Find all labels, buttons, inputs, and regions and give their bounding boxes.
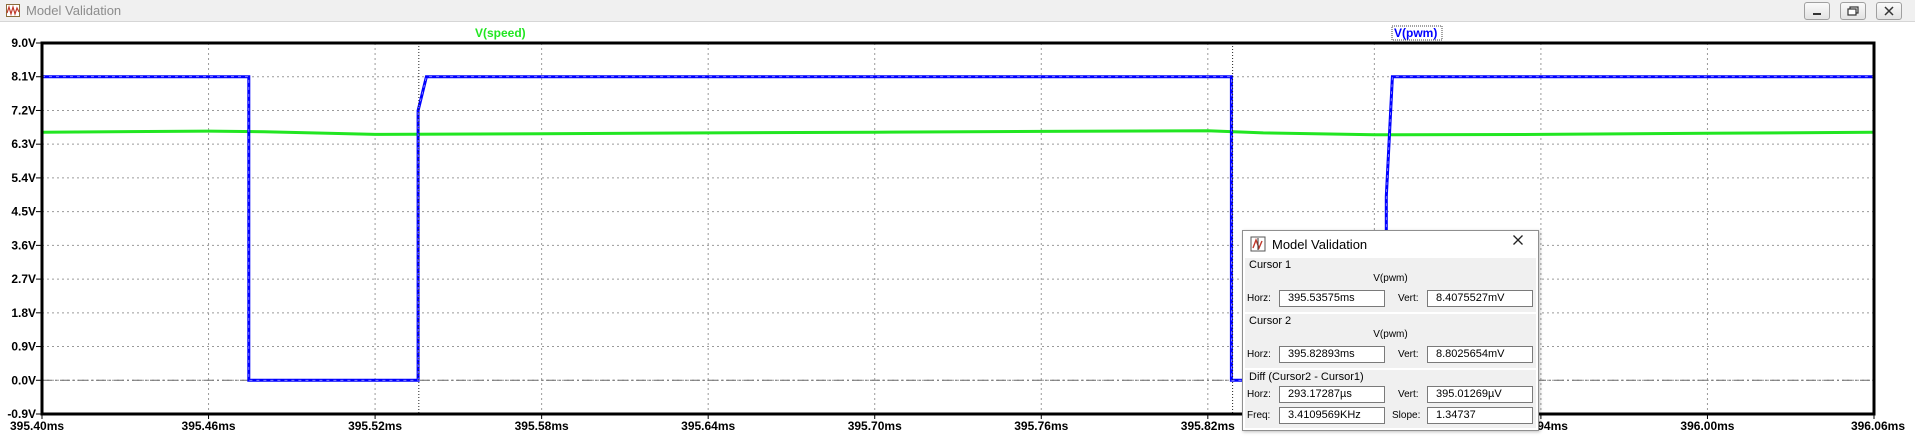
- plot-frame: [40, 41, 1876, 416]
- y-tick-label: 2.7V: [11, 272, 36, 286]
- cursor1-group: Cursor 1 V(pwm) Horz: 395.53575ms Vert: …: [1245, 258, 1536, 312]
- diff-group: Diff (Cursor2 - Cursor1) Horz: 293.17287…: [1245, 370, 1536, 428]
- y-tick-label: 0.9V: [11, 340, 36, 354]
- cursor-dialog-close-button[interactable]: [1512, 234, 1532, 254]
- minimize-icon: [1813, 13, 1821, 15]
- trace-label-v-pwm-selection-box: [1391, 25, 1443, 41]
- y-tick-label: 7.2V: [11, 103, 36, 117]
- y-tick-label: 4.5V: [11, 205, 36, 219]
- cursor1-title: Cursor 1: [1249, 259, 1292, 271]
- cursor-dialog-title: Model Validation: [1272, 237, 1368, 252]
- x-tick-label: 395.52ms: [348, 419, 402, 433]
- close-icon: [1884, 6, 1894, 16]
- cursor2-trace: V(pwm): [1373, 329, 1408, 340]
- window-title: Model Validation: [26, 3, 122, 18]
- plot-area[interactable]: 9.0V 8.1V 7.2V 6.3V 5.4V 4.5V 3.6V 2.7V 1.8V 0.9V…: [0, 22, 1915, 448]
- diff-vert-field[interactable]: 395.01269µV: [1427, 386, 1533, 403]
- diff-vert-label: Vert:: [1398, 389, 1419, 400]
- x-tick-label: 395.82ms: [1181, 419, 1235, 433]
- x-tick-label: 395.58ms: [515, 419, 569, 433]
- x-tick-label: 395.64ms: [681, 419, 735, 433]
- y-tick-label: 8.1V: [11, 70, 36, 84]
- diff-slope-field[interactable]: 1.34737: [1427, 407, 1533, 424]
- close-button[interactable]: [1876, 2, 1902, 20]
- cursor1-horz-label: Horz:: [1247, 293, 1271, 304]
- y-tick-label: 5.4V: [11, 171, 36, 185]
- cursor2-horz-label: Horz:: [1247, 349, 1271, 360]
- x-tick-label: 395.40ms: [10, 419, 64, 433]
- cursor-readout-icon: [1250, 236, 1266, 252]
- cursor1-vert-field[interactable]: 8.4075527mV: [1427, 290, 1533, 307]
- x-tick-label: 396.06ms: [1851, 419, 1905, 433]
- trace-label-v-pwm: V(pwm): [1394, 26, 1437, 40]
- waveform-plot[interactable]: 9.0V 8.1V 7.2V 6.3V 5.4V 4.5V 3.6V 2.7V 1.8V 0.9V…: [0, 22, 1915, 448]
- y-tick-label: 9.0V: [11, 36, 36, 50]
- x-tick-label: 396.00ms: [1680, 419, 1734, 433]
- diff-horz-field[interactable]: 293.17287µs: [1279, 386, 1385, 403]
- cursor2-horz-field[interactable]: 395.82893ms: [1279, 346, 1385, 363]
- trace-v-pwm-dash-overlay: [42, 76, 1874, 381]
- minimize-button[interactable]: [1804, 2, 1830, 20]
- cursor-dialog[interactable]: Model Validation Cursor 1 V(pwm) Horz: 3…: [1242, 230, 1539, 431]
- cursor2-vert-field[interactable]: 8.8025654mV: [1427, 346, 1533, 363]
- trace-v-speed: [41, 129, 1875, 137]
- diff-freq-label: Freq:: [1247, 410, 1271, 421]
- y-tick-label: 3.6V: [11, 238, 36, 252]
- y-tick-label: -0.9V: [7, 407, 36, 421]
- y-tick-label: 6.3V: [11, 137, 36, 151]
- x-tick-label: 395.70ms: [848, 419, 902, 433]
- y-tick-label: 1.8V: [11, 306, 36, 320]
- waveform-app-icon: [6, 4, 20, 17]
- title-bar[interactable]: Model Validation: [0, 0, 1915, 22]
- cursor1-vert-label: Vert:: [1398, 293, 1419, 304]
- close-icon: [1513, 235, 1523, 245]
- cursor1-horz-field[interactable]: 395.53575ms: [1279, 290, 1385, 307]
- cursor2-title: Cursor 2: [1249, 315, 1292, 327]
- cursor-dialog-header[interactable]: Model Validation: [1243, 231, 1538, 257]
- diff-horz-label: Horz:: [1247, 389, 1271, 400]
- trace-label-v-speed: V(speed): [475, 26, 526, 40]
- cursor1-trace: V(pwm): [1373, 273, 1408, 284]
- diff-slope-label: Slope:: [1392, 410, 1421, 421]
- maximize-button[interactable]: [1840, 2, 1866, 20]
- y-tick-label: 0.0V: [11, 373, 36, 387]
- restore-icon: [1847, 6, 1859, 16]
- cursor2-group: Cursor 2 V(pwm) Horz: 395.82893ms Vert: …: [1245, 314, 1536, 368]
- diff-title: Diff (Cursor2 - Cursor1): [1249, 371, 1364, 383]
- x-tick-label: 395.46ms: [182, 419, 236, 433]
- trace-v-pwm: [42, 75, 1874, 382]
- x-tick-label: 395.76ms: [1014, 419, 1068, 433]
- cursor2-vert-label: Vert:: [1398, 349, 1419, 360]
- diff-freq-field[interactable]: 3.4109569KHz: [1279, 407, 1385, 424]
